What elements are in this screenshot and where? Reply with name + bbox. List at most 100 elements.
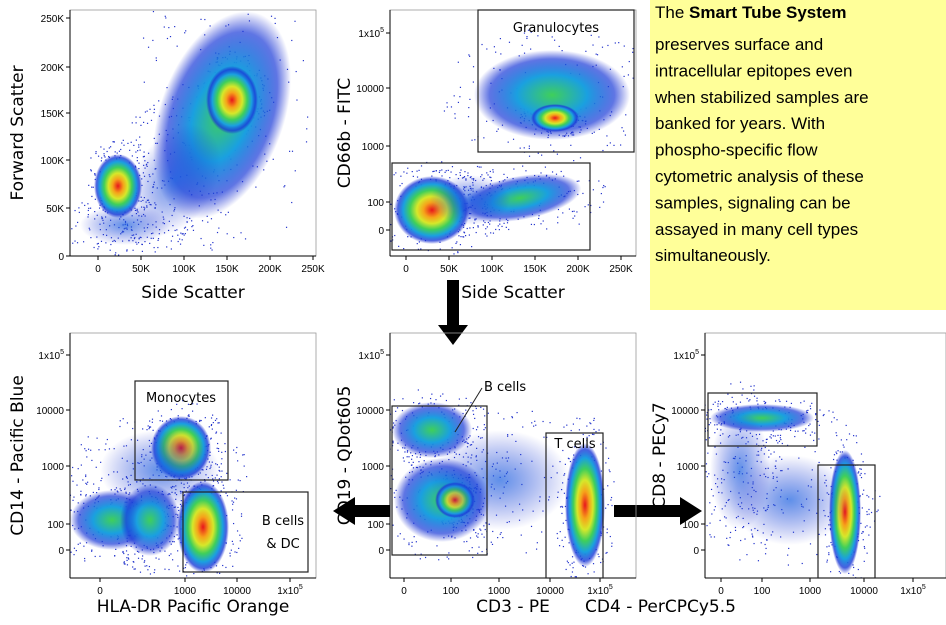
event-dot	[82, 479, 84, 481]
event-dot	[90, 449, 92, 451]
event-dot	[373, 424, 374, 425]
event-dot	[807, 409, 809, 412]
event-dot	[533, 425, 535, 427]
event-dot	[182, 262, 183, 263]
gate	[182, 491, 309, 573]
event-dot	[135, 122, 137, 124]
event-dot	[855, 435, 857, 437]
event-dot	[255, 186, 257, 188]
event-dot	[179, 243, 182, 245]
event-dot	[403, 460, 405, 462]
event-dot	[84, 557, 86, 560]
event-dot	[457, 101, 460, 104]
event-dot	[80, 490, 82, 492]
event-dot	[428, 258, 429, 259]
event-dot	[502, 536, 504, 539]
tick-label: 1x105	[38, 349, 64, 362]
event-dot	[185, 30, 187, 32]
event-dot	[620, 144, 622, 146]
event-dot	[201, 220, 204, 222]
event-dot	[233, 449, 235, 451]
event-dot	[192, 229, 195, 231]
tick-label: 150K	[41, 109, 65, 120]
event-dot	[551, 171, 554, 173]
tick-label: 1x105	[358, 27, 384, 40]
event-dot	[400, 175, 402, 177]
event-dot	[476, 535, 478, 537]
density-cloud	[80, 205, 170, 245]
event-dot	[543, 436, 545, 438]
event-dot	[232, 565, 234, 567]
event-dot	[418, 461, 420, 463]
event-dot	[229, 552, 231, 554]
event-dot	[442, 393, 444, 395]
tick-label: 0	[378, 226, 384, 237]
event-dot	[241, 537, 243, 539]
note-lead: The	[655, 3, 689, 22]
gate-label: B cells	[262, 514, 304, 529]
x-axis-title: CD4 - PerCPCy5.5	[585, 597, 736, 617]
event-dot	[570, 429, 572, 432]
event-dot	[540, 223, 542, 225]
event-dot	[863, 546, 865, 548]
event-dot	[756, 400, 758, 402]
event-dot	[843, 446, 845, 448]
event-dot	[544, 166, 547, 168]
event-dot	[590, 204, 592, 207]
event-dot	[126, 564, 129, 566]
event-dot	[519, 147, 521, 149]
event-dot	[606, 144, 608, 147]
event-dot	[711, 513, 713, 515]
event-dot	[475, 532, 477, 534]
event-dot	[535, 424, 537, 426]
event-dot	[407, 167, 409, 169]
event-dot	[388, 448, 389, 449]
event-dot	[406, 456, 408, 458]
event-dot	[597, 553, 599, 555]
tick-base: 1x10	[38, 351, 60, 362]
event-dot	[380, 419, 381, 420]
event-dot	[708, 409, 710, 411]
event-dot	[408, 456, 410, 458]
event-dot	[742, 388, 744, 390]
event-dot	[112, 141, 114, 143]
event-dot	[483, 536, 485, 538]
event-dot	[399, 185, 401, 187]
event-dot	[171, 235, 174, 237]
tick-base: 1x10	[673, 351, 695, 362]
event-dot	[233, 236, 235, 239]
event-dot	[477, 536, 479, 538]
event-dot	[823, 413, 825, 416]
event-dot	[383, 437, 384, 438]
event-dot	[180, 260, 181, 261]
note-line: intracellular epitopes even	[655, 61, 853, 80]
event-dot	[90, 157, 92, 159]
event-dot	[832, 458, 835, 461]
event-dot	[448, 552, 450, 554]
tick-label: 100	[367, 520, 384, 531]
event-dot	[860, 472, 862, 475]
event-dot	[710, 536, 712, 538]
tick-label: 0	[97, 586, 103, 597]
event-dot	[207, 221, 209, 223]
event-dot	[118, 254, 120, 256]
event-dot	[506, 222, 509, 224]
gate-label: T cells	[553, 437, 595, 452]
event-dot	[576, 180, 578, 182]
event-dot	[527, 29, 530, 31]
event-dot	[561, 512, 563, 515]
event-dot	[116, 152, 118, 154]
event-dot	[390, 413, 392, 415]
event-dot	[239, 540, 241, 542]
event-dot	[751, 535, 754, 537]
event-dot	[193, 582, 194, 583]
event-dot	[860, 522, 862, 524]
event-dot	[194, 582, 195, 583]
event-dot	[211, 428, 213, 430]
event-dot	[411, 464, 413, 466]
event-dot	[415, 259, 416, 260]
event-dot	[853, 566, 855, 569]
event-dot	[164, 15, 166, 17]
event-dot	[591, 433, 594, 435]
event-dot	[607, 503, 609, 506]
